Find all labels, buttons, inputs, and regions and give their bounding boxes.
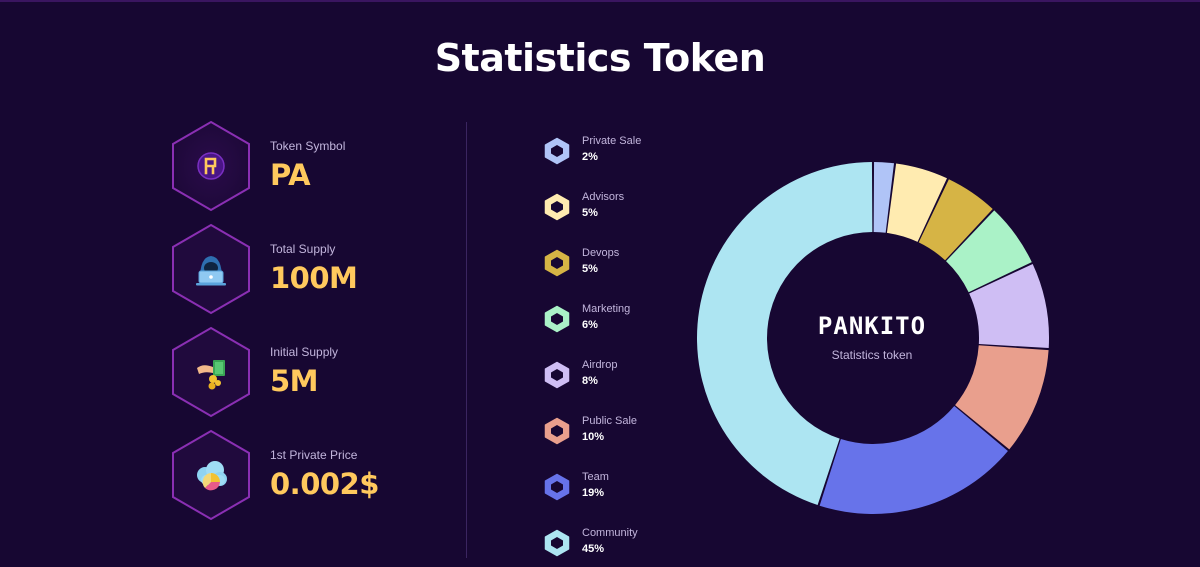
- donut-slice-team[interactable]: [819, 406, 1008, 514]
- legend-hexagon-icon: [544, 193, 570, 221]
- legend-item: Airdrop 8%: [544, 357, 704, 393]
- legend-hexagon-icon: [544, 137, 570, 165]
- legend-label: Marketing: [582, 303, 631, 315]
- donut-slice-private-sale[interactable]: [873, 162, 895, 233]
- legend-item: Marketing 6%: [544, 301, 704, 337]
- legend-label: Devops: [582, 247, 620, 259]
- legend-percentage: 5%: [582, 263, 598, 275]
- cloud-chart-icon: [191, 455, 231, 495]
- legend-item: Community 45%: [544, 525, 704, 561]
- stat-label: Token Symbol: [270, 139, 346, 153]
- brand-logo-text: PANKITO: [817, 312, 927, 340]
- token-logo-icon: [191, 146, 231, 186]
- legend-percentage: 45%: [582, 543, 605, 555]
- donut-slice-marketing[interactable]: [946, 210, 1032, 293]
- donut-slice-devops[interactable]: [918, 179, 993, 261]
- stat-token-symbol: Token Symbol PA: [170, 120, 470, 212]
- hooded-laptop-icon: [191, 249, 231, 289]
- legend-label: Private Sale: [582, 135, 642, 147]
- donut-slice-public-sale[interactable]: [955, 345, 1049, 450]
- legend-hexagon-icon: [544, 529, 570, 557]
- legend-label: Public Sale: [582, 415, 638, 427]
- top-border-line: [0, 0, 1200, 2]
- legend-label: Team: [582, 471, 609, 483]
- stat-private-price: 1st Private Price 0.002$: [170, 429, 470, 521]
- stat-label: 1st Private Price: [270, 448, 358, 462]
- column-divider: [466, 122, 467, 558]
- hand-coins-icon: [191, 352, 231, 392]
- legend-percentage: 19%: [582, 487, 605, 499]
- legend-percentage: 5%: [582, 207, 598, 219]
- legend-item: Advisors 5%: [544, 189, 704, 225]
- legend-item: Public Sale 10%: [544, 413, 704, 449]
- stat-initial-supply: Initial Supply 5M: [170, 326, 470, 418]
- legend-label: Airdrop: [582, 359, 618, 371]
- stat-total-supply: Total Supply 100M: [170, 223, 470, 315]
- legend-label: Community: [582, 527, 638, 539]
- legend-hexagon-icon: [544, 305, 570, 333]
- legend-percentage: 2%: [582, 151, 598, 163]
- donut-slice-advisors[interactable]: [886, 163, 947, 242]
- stat-value: PA: [270, 158, 311, 192]
- legend-item: Private Sale 2%: [544, 133, 704, 169]
- stat-value: 100M: [270, 261, 358, 295]
- legend-item: Team 19%: [544, 469, 704, 505]
- stat-value: 0.002$: [270, 467, 379, 501]
- page-title: Statistics Token: [434, 36, 766, 80]
- donut-slice-airdrop[interactable]: [969, 264, 1049, 348]
- legend-hexagon-icon: [544, 361, 570, 389]
- legend-percentage: 8%: [582, 375, 598, 387]
- legend-percentage: 10%: [582, 431, 605, 443]
- stat-label: Initial Supply: [270, 345, 339, 359]
- token-donut-chart: [696, 162, 1049, 514]
- legend-label: Advisors: [582, 191, 625, 203]
- legend-hexagon-icon: [544, 417, 570, 445]
- stat-value: 5M: [270, 364, 319, 398]
- donut-slice-community[interactable]: [696, 162, 873, 506]
- legend-item: Devops 5%: [544, 245, 704, 281]
- chart-center-subtitle: Statistics token: [831, 348, 913, 362]
- legend-hexagon-icon: [544, 473, 570, 501]
- legend-hexagon-icon: [544, 249, 570, 277]
- stat-label: Total Supply: [270, 242, 336, 256]
- legend-percentage: 6%: [582, 319, 598, 331]
